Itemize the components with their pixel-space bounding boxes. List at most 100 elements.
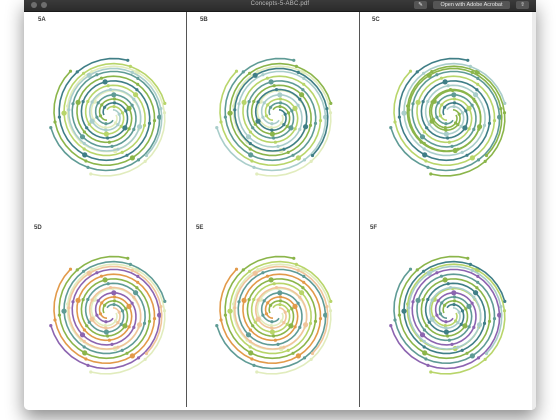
spiral-node — [96, 101, 100, 105]
spiral-node — [136, 82, 140, 86]
spiral-node — [265, 76, 269, 80]
spiral-node — [422, 152, 428, 158]
spiral-node — [448, 286, 453, 290]
spiral-node — [104, 122, 108, 126]
spiral-node — [427, 122, 431, 126]
share-icon[interactable]: ⇧ — [516, 1, 529, 9]
spiral-node — [303, 124, 309, 130]
spiral-node — [282, 321, 286, 325]
spiral-node — [468, 64, 472, 68]
spiral-node — [112, 295, 117, 299]
spiral-node — [107, 338, 111, 342]
spiral-node — [295, 353, 301, 359]
spiral-node — [98, 114, 103, 118]
spiral-node — [303, 322, 309, 328]
spiral-node — [285, 322, 289, 326]
spiral-node — [104, 326, 108, 330]
spiral-node — [308, 321, 313, 325]
panel-divider — [359, 12, 360, 407]
spiral-node — [68, 69, 73, 73]
spiral-arm — [50, 70, 161, 172]
spiral-node — [476, 82, 480, 86]
spiral-arm — [233, 67, 329, 157]
spiral-node — [82, 269, 86, 273]
spiral-node — [459, 124, 463, 128]
spiral-node — [476, 158, 481, 162]
spiral-node — [227, 308, 233, 314]
spiral-node — [268, 79, 274, 85]
spiral-node — [119, 124, 123, 128]
spiral-node — [248, 141, 252, 146]
spiral-node — [241, 99, 247, 105]
spiral-node — [294, 262, 298, 266]
spiral-node — [100, 103, 104, 107]
markup-icon[interactable]: ✎ — [414, 1, 427, 9]
spiral-node — [299, 92, 305, 98]
spiral-node — [296, 301, 300, 305]
spiral-node — [301, 286, 305, 290]
spiral-node — [261, 73, 265, 77]
spiral-node — [81, 100, 85, 104]
spiral-node — [90, 100, 94, 104]
spiral-node — [53, 120, 57, 124]
spiral-node — [86, 270, 92, 276]
spiral-node — [411, 300, 415, 304]
spiral-node — [469, 353, 475, 359]
spiral-arm — [229, 62, 332, 157]
spiral-node — [116, 123, 120, 127]
spiral-node — [128, 262, 132, 266]
spiral-node — [89, 118, 95, 124]
spiral-node — [127, 127, 131, 131]
spiral-node — [256, 298, 260, 302]
spiral-node — [126, 303, 132, 309]
spiral-node — [298, 325, 302, 329]
spiral-node — [426, 363, 430, 367]
spiral-node — [104, 128, 108, 132]
close-icon[interactable] — [31, 2, 37, 8]
spiral-arm — [393, 268, 496, 365]
spiral-node — [482, 321, 487, 325]
spiral-node — [276, 144, 280, 148]
spiral-node — [117, 310, 121, 314]
pdf-preview-window: Concepts-5-ABC.pdf ✎ Open with Adobe Acr… — [24, 0, 536, 410]
spiral-node — [483, 159, 487, 163]
scrollbar[interactable] — [532, 12, 536, 410]
spiral-node — [270, 326, 274, 330]
spiral-node — [452, 295, 457, 299]
spiral-node — [422, 71, 426, 75]
spiral-node — [447, 338, 451, 342]
spiral-node — [237, 300, 241, 304]
spiral-node — [82, 350, 88, 356]
spiral-node — [278, 303, 282, 307]
spiral-node — [278, 97, 283, 101]
spiral-node — [250, 357, 254, 361]
spiral-node — [111, 290, 117, 296]
spiral-node — [79, 134, 86, 140]
spiral-node — [272, 136, 276, 140]
spiral-node — [144, 153, 149, 158]
spiral-node — [313, 121, 318, 125]
spiral-node — [286, 150, 290, 154]
spiral-node — [270, 128, 274, 132]
spiral-node — [444, 122, 448, 126]
spiral-node — [159, 305, 163, 309]
info-icon[interactable] — [41, 2, 47, 8]
spiral-node — [256, 100, 260, 104]
spiral-node — [465, 153, 469, 157]
spiral-node — [484, 351, 489, 356]
spiral-node — [451, 290, 457, 296]
spiral-node — [85, 324, 89, 328]
spiral-node — [53, 318, 57, 322]
spiral-node — [452, 303, 456, 307]
spiral-node — [106, 136, 110, 140]
panel-label-5e: 5E — [196, 225, 204, 231]
spiral-node — [503, 299, 507, 303]
spiral-node — [269, 131, 275, 137]
spiral-node — [454, 121, 458, 125]
spiral-node — [103, 329, 109, 335]
spiral-node — [135, 286, 139, 290]
open-with-acrobat-button[interactable]: Open with Adobe Acrobat — [433, 1, 510, 9]
spiral-node — [95, 73, 99, 77]
spiral-arm — [390, 70, 501, 172]
spiral-node — [466, 303, 472, 309]
